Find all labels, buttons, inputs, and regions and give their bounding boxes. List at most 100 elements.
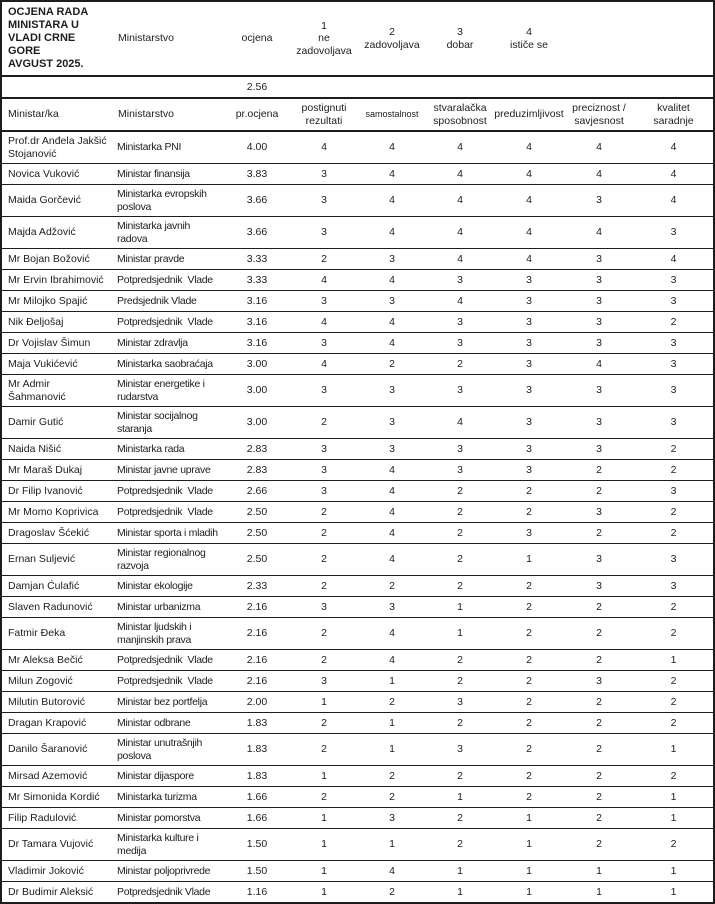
col-header-precision: preciznost / savjesnost — [572, 102, 626, 127]
avg-score: 3.16 — [246, 315, 268, 328]
table-row: Mr Aleksa Bečić Potpredsjednik Vlade 2.1… — [2, 649, 713, 670]
table-row: Mr Milojko Spajić Predsjednik Vlade 3.16… — [2, 290, 713, 311]
score-cell: 2 — [321, 627, 327, 640]
score-cell: 3 — [321, 463, 327, 476]
score-cell: 4 — [457, 226, 463, 239]
scale-value-3: 3 — [457, 26, 463, 38]
score-cell: 4 — [526, 167, 532, 180]
score-cell: 1 — [389, 674, 395, 687]
score-cell: 2 — [670, 627, 677, 640]
avg-score: 1.83 — [246, 743, 268, 756]
score-cell: 3 — [457, 695, 463, 708]
score-cell: 2 — [321, 252, 327, 265]
score-cell: 4 — [389, 553, 395, 566]
score-cell: 3 — [596, 442, 602, 455]
score-cell: 2 — [596, 769, 602, 782]
score-cell: 1 — [389, 838, 395, 851]
minister-name: Dr Tamara Vujović — [8, 838, 94, 851]
avg-score: 2.33 — [246, 579, 268, 592]
score-cell: 1 — [596, 864, 602, 877]
score-cell: 3 — [670, 416, 677, 429]
score-cell: 3 — [596, 315, 602, 328]
scale-item-1: 1 ne zadovoljava — [290, 2, 358, 75]
score-cell: 2 — [526, 653, 532, 666]
minister-name: Dr Budimir Aleksić — [8, 885, 94, 898]
table-row: Dragoslav Šćekić Ministar sporta i mladi… — [2, 522, 713, 543]
ministry: Potpredsjednik Vlade — [117, 505, 213, 518]
avg-score: 1.16 — [246, 885, 268, 898]
score-cell: 4 — [670, 194, 677, 207]
score-cell: 2 — [389, 579, 395, 592]
score-cell: 2 — [670, 674, 677, 687]
score-cell: 1 — [389, 743, 395, 756]
score-cell: 2 — [670, 442, 677, 455]
score-cell: 2 — [526, 695, 532, 708]
score-cell: 2 — [526, 674, 532, 687]
ministry: Potpredsjednik Vlade — [117, 484, 213, 497]
minister-name: Mr Aleksa Bečić — [8, 653, 83, 666]
score-cell: 4 — [596, 226, 602, 239]
minister-name: Maida Gorčević — [8, 194, 81, 207]
ministry: Ministarka javnih radova — [117, 220, 193, 245]
score-cell: 2 — [596, 463, 602, 476]
table-row: Novica Vuković Ministar finansija 3.83 3… — [2, 163, 713, 184]
score-cell: 3 — [596, 553, 602, 566]
score-cell: 1 — [321, 695, 327, 708]
score-cell: 1 — [321, 811, 327, 824]
ministry: Predsjednik Vlade — [117, 294, 197, 307]
score-cell: 2 — [526, 627, 532, 640]
scale-item-4: 4 ističe se — [494, 2, 564, 75]
score-cell: 2 — [321, 790, 327, 803]
score-cell: 2 — [321, 743, 327, 756]
table-row: Mr Maraš Dukaj Ministar javne uprave 2.8… — [2, 459, 713, 480]
score-cell: 4 — [596, 141, 602, 154]
ministry: Ministar energetike i rudarstva — [117, 378, 208, 403]
score-cell: 2 — [526, 790, 532, 803]
score-cell: 2 — [389, 769, 395, 782]
table-row: Mr Ervin Ibrahimović Potpredsjednik Vlad… — [2, 269, 713, 290]
minister-name: Fatmir Đeka — [8, 627, 66, 640]
score-cell: 1 — [457, 600, 463, 613]
score-cell: 2 — [670, 769, 677, 782]
column-headers-row: Ministar/ka Ministarstvo pr.ocjena posti… — [2, 97, 713, 130]
score-cell: 1 — [526, 838, 532, 851]
score-cell: 1 — [457, 885, 463, 898]
score-cell: 2 — [389, 357, 395, 370]
score-cell: 4 — [670, 252, 677, 265]
score-cell: 2 — [457, 653, 463, 666]
table-row: Fatmir Đeka Ministar ljudskih i manjinsk… — [2, 617, 713, 649]
empty-cell — [112, 77, 224, 97]
avg-score: 2.66 — [246, 484, 268, 497]
minister-name: Milun Zogović — [8, 674, 73, 687]
avg-score: 3.16 — [246, 294, 268, 307]
table-row: Mr Bojan Božović Ministar pravde 3.33 2 3… — [2, 248, 713, 269]
score-cell: 3 — [389, 294, 395, 307]
score-cell: 4 — [321, 315, 327, 328]
empty-cell — [564, 2, 634, 75]
table-row: Prof.dr Anđela Jakšić Stojanović Minista… — [2, 130, 713, 163]
score-cell: 2 — [321, 653, 327, 666]
table-row: Naida Nišić Ministarka rada 2.83 3 3 3 3 3 2 — [2, 438, 713, 459]
score-cell: 2 — [596, 600, 602, 613]
minister-name: Mirsad Azemović — [8, 769, 88, 782]
score-cell: 2 — [670, 695, 677, 708]
minister-name: Milutin Butorović — [8, 695, 86, 708]
score-cell: 2 — [389, 695, 395, 708]
table-row: Mr Momo Koprivica Potpredsjednik Vlade 2… — [2, 501, 713, 522]
avg-score: 2.16 — [246, 674, 268, 687]
table-row: Mirsad Azemović Ministar dijaspore 1.83 … — [2, 765, 713, 786]
page-title: OCJENA RADA MINISTARA U VLADI CRNE GORE … — [8, 6, 89, 70]
score-cell: 4 — [526, 194, 532, 207]
ministry: Ministar urbanizma — [117, 600, 201, 613]
col-header-independence: samostalnost — [365, 109, 419, 120]
score-cell: 4 — [389, 484, 395, 497]
empty-cell — [634, 2, 713, 75]
score-cell: 2 — [321, 579, 327, 592]
ministry: Ministar finansija — [117, 167, 190, 180]
score-cell: 3 — [389, 384, 395, 397]
score-cell: 2 — [457, 674, 463, 687]
score-cell: 1 — [321, 838, 327, 851]
score-cell: 3 — [321, 167, 327, 180]
score-cell: 2 — [526, 484, 532, 497]
table-row: Majda Adžović Ministarka javnih radova 3… — [2, 216, 713, 248]
